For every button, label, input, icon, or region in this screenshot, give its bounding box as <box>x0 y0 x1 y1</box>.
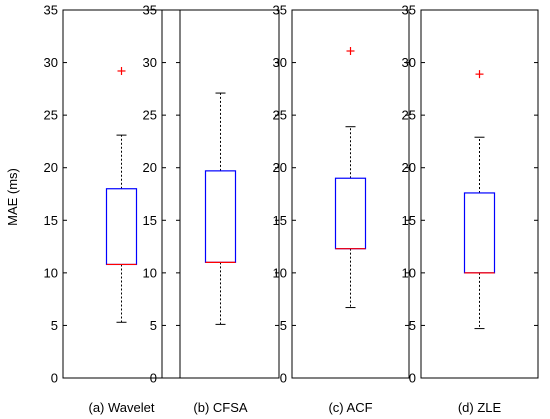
panel-frame <box>62 9 181 379</box>
y-tick-label: 15 <box>143 213 157 228</box>
panel-frame <box>420 9 539 379</box>
y-tick-label: 15 <box>44 213 58 228</box>
y-tick-label: 0 <box>150 371 157 386</box>
panel-label: (a) Wavelet <box>89 400 155 415</box>
y-tick-label: 25 <box>402 108 416 123</box>
outlier-marker <box>475 70 484 79</box>
y-axis-label: MAE (ms) <box>5 168 20 226</box>
box <box>105 188 138 266</box>
y-tick-label: 20 <box>273 160 287 175</box>
y-tick-label: 10 <box>402 265 416 280</box>
box <box>463 192 496 274</box>
panel-3: 0 5 10 15 20 25 30 35 (c) ACF <box>273 3 410 415</box>
panel-label: (b) CFSA <box>193 400 248 415</box>
y-tick-label: 30 <box>402 55 416 70</box>
y-tick-label: 25 <box>273 108 287 123</box>
y-tick-label: 20 <box>402 160 416 175</box>
y-tick-label: 5 <box>280 318 287 333</box>
y-tick-label: 30 <box>143 55 157 70</box>
y-tick-label: 35 <box>402 3 416 18</box>
y-tick-label: 30 <box>44 55 58 70</box>
y-tick-label: 0 <box>409 371 416 386</box>
box <box>334 177 367 250</box>
panel-1: 0 5 10 15 20 25 30 35 (a) Wavelet <box>44 3 181 415</box>
y-tick-label: 15 <box>402 213 416 228</box>
panel-frame <box>161 9 280 379</box>
panel-label: (d) ZLE <box>458 400 502 415</box>
outlier-marker <box>346 47 355 56</box>
y-tick-label: 5 <box>409 318 416 333</box>
y-tick-label: 0 <box>51 371 58 386</box>
box <box>204 170 237 263</box>
y-tick-label: 20 <box>143 160 157 175</box>
y-tick-label: 10 <box>143 265 157 280</box>
y-tick-label: 15 <box>273 213 287 228</box>
y-tick-label: 5 <box>51 318 58 333</box>
y-tick-label: 5 <box>150 318 157 333</box>
panel-frame <box>291 9 410 379</box>
panel-label: (c) ACF <box>328 400 372 415</box>
y-tick-label: 25 <box>143 108 157 123</box>
y-tick-label: 25 <box>44 108 58 123</box>
panel-2: 0 5 10 15 20 25 30 35 (b) CFSA <box>143 3 280 415</box>
panels-layer: 0 5 10 15 20 25 30 35 (a) Wavelet 0 5 10 15 20 25 30 35 (… <box>44 3 539 415</box>
panel-4: 0 5 10 15 20 25 30 35 (d) ZLE <box>402 3 539 415</box>
y-tick-label: 10 <box>44 265 58 280</box>
y-tick-label: 35 <box>143 3 157 18</box>
y-tick-label: 10 <box>273 265 287 280</box>
outlier-marker <box>117 66 126 75</box>
y-tick-label: 30 <box>273 55 287 70</box>
y-tick-label: 35 <box>44 3 58 18</box>
y-tick-label: 35 <box>273 3 287 18</box>
y-tick-label: 0 <box>280 371 287 386</box>
y-tick-label: 20 <box>44 160 58 175</box>
